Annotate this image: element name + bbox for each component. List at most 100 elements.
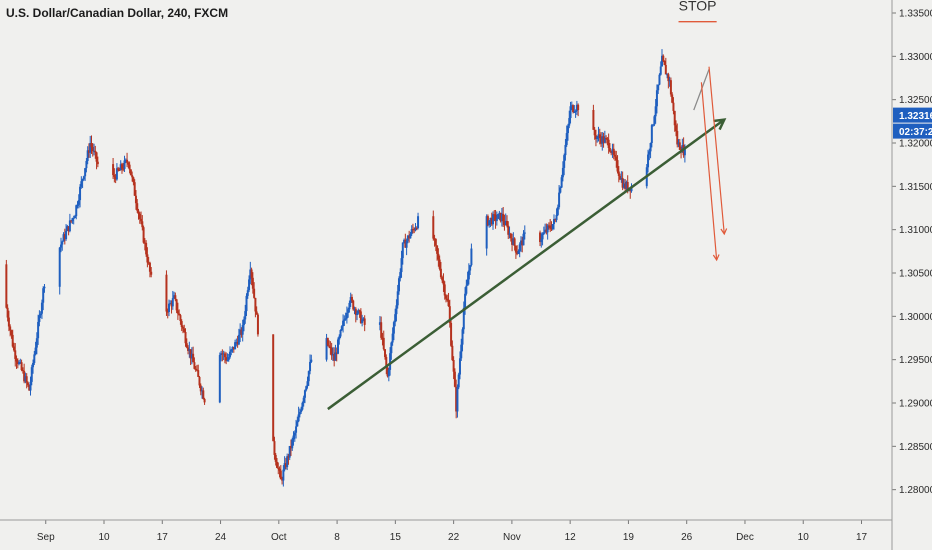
- down-arrow-1[interactable]: [708, 66, 725, 235]
- candle-body: [452, 360, 455, 372]
- candle-body: [357, 310, 360, 314]
- candle-body: [611, 148, 614, 154]
- candle-body: [518, 244, 521, 251]
- candle-body: [572, 105, 575, 113]
- candle-body: [237, 334, 240, 345]
- candle-body: [488, 220, 491, 226]
- candle-body: [415, 227, 418, 229]
- candle-body: [556, 207, 559, 215]
- candle-body: [187, 347, 190, 351]
- candle-body: [169, 303, 172, 305]
- candle-body: [249, 269, 252, 280]
- candle-body: [498, 212, 501, 215]
- candle-body: [195, 369, 198, 371]
- candle-body: [298, 411, 301, 415]
- candle-body: [119, 164, 122, 171]
- candle-body: [75, 205, 78, 217]
- candle-body: [256, 314, 259, 335]
- candle-body: [244, 311, 247, 320]
- candle-body: [114, 176, 117, 180]
- candle-body: [241, 325, 244, 335]
- candle-body: [447, 300, 450, 307]
- candle-body: [226, 360, 229, 362]
- candle-body: [246, 290, 249, 296]
- candle-body: [662, 55, 665, 61]
- time-axis[interactable]: Sep 10 17 24 Oct 8 15 22 Nov 12 19 26 Dec 10 17: [37, 520, 868, 543]
- time-tick-label: 24: [215, 532, 227, 543]
- candle-body: [181, 326, 184, 329]
- stop-label[interactable]: STOP: [679, 0, 717, 14]
- candle-body: [511, 238, 514, 245]
- candle-body: [190, 353, 193, 359]
- candle-body: [286, 456, 289, 468]
- candle-body: [124, 159, 127, 161]
- candle-body: [11, 334, 14, 347]
- candle-body: [343, 319, 346, 321]
- candle-body: [87, 150, 90, 153]
- candle-body: [494, 214, 497, 222]
- time-tick-label: 12: [565, 532, 577, 543]
- candle-body: [283, 463, 286, 470]
- candle-body: [503, 221, 506, 225]
- candle-body: [287, 456, 290, 458]
- candle-body: [115, 168, 118, 180]
- candle-body: [437, 253, 440, 260]
- candle-body: [70, 220, 73, 222]
- candle-body: [396, 291, 399, 306]
- candle-body: [441, 277, 444, 281]
- candle-body: [622, 183, 625, 188]
- time-tick-label: Sep: [37, 532, 55, 543]
- candle-body: [516, 252, 519, 255]
- time-tick-label: 26: [681, 532, 693, 543]
- candle-body: [386, 367, 389, 377]
- down-arrow-2[interactable]: [700, 82, 718, 261]
- candle-body: [185, 343, 188, 348]
- candle-body: [293, 432, 296, 436]
- candle-body: [558, 192, 561, 208]
- candle-body: [307, 371, 310, 382]
- candle-body: [42, 288, 45, 303]
- candle-body: [666, 74, 669, 76]
- candle-body: [384, 349, 387, 358]
- candle-body: [619, 175, 622, 180]
- candle-body: [126, 159, 129, 163]
- candle-body: [443, 284, 446, 296]
- candle-body: [555, 214, 558, 221]
- candle-body: [141, 221, 144, 228]
- candle-body: [339, 330, 342, 337]
- candle-body: [512, 238, 515, 245]
- candle-body: [387, 369, 390, 377]
- candle-body: [123, 160, 126, 169]
- candle-body: [597, 134, 600, 137]
- candle-body: [113, 175, 116, 177]
- price-axis[interactable]: 1.33500 1.33000 1.32500 1.32000 1.31500 1.310…: [892, 9, 932, 497]
- trendline[interactable]: [327, 118, 726, 411]
- candle-body: [521, 240, 524, 246]
- candle-body: [411, 229, 414, 231]
- candle-body: [120, 164, 123, 169]
- candle-body: [30, 367, 33, 382]
- candle-body: [242, 319, 245, 326]
- candle-body: [394, 314, 397, 323]
- candle-body: [549, 225, 552, 229]
- candle-body: [361, 319, 364, 323]
- candle-body: [132, 177, 135, 183]
- time-tick-label: Nov: [503, 532, 521, 543]
- candle-body: [598, 134, 601, 139]
- candle-body: [89, 143, 92, 153]
- candle-body: [539, 232, 542, 243]
- candle-body: [382, 337, 385, 350]
- candle-body: [310, 359, 313, 362]
- candle-body: [620, 177, 623, 180]
- candle-body: [328, 345, 331, 347]
- candle-body: [94, 150, 97, 153]
- candle-body: [67, 226, 70, 232]
- candle-body: [222, 353, 225, 355]
- projection-gray-line[interactable]: [693, 69, 710, 111]
- candle-body: [202, 390, 205, 399]
- candle-body: [179, 315, 182, 322]
- candle-body: [359, 311, 362, 323]
- candle-body: [568, 118, 571, 126]
